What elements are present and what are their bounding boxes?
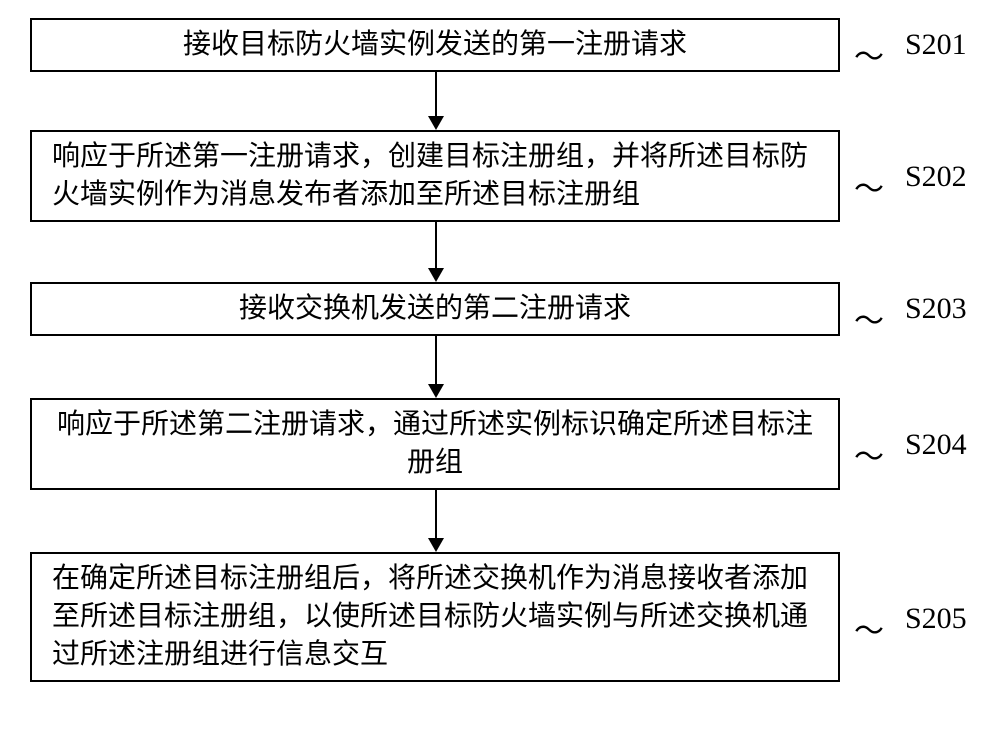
step-text: 响应于所述第一注册请求，创建目标注册组，并将所述目标防火墙实例作为消息发布者添加… <box>52 138 818 214</box>
step-text: 接收交换机发送的第二注册请求 <box>239 290 631 328</box>
arrow-line-2 <box>435 222 437 268</box>
arrow-line-3 <box>435 336 437 384</box>
step-box-s204: 响应于所述第二注册请求，通过所述实例标识确定所述目标注册组 <box>30 398 840 490</box>
arrow-head-4 <box>428 538 444 552</box>
connector-s205: 〜 <box>854 606 884 650</box>
arrow-head-3 <box>428 384 444 398</box>
step-box-s202: 响应于所述第一注册请求，创建目标注册组，并将所述目标防火墙实例作为消息发布者添加… <box>30 130 840 222</box>
flowchart-canvas: 接收目标防火墙实例发送的第一注册请求 〜 S201 响应于所述第一注册请求，创建… <box>0 0 1000 737</box>
step-box-s203: 接收交换机发送的第二注册请求 <box>30 282 840 336</box>
step-text: 接收目标防火墙实例发送的第一注册请求 <box>183 26 687 64</box>
arrow-line-4 <box>435 490 437 538</box>
arrow-line-1 <box>435 72 437 116</box>
connector-s204: 〜 <box>854 432 884 476</box>
arrow-head-1 <box>428 116 444 130</box>
connector-s203: 〜 <box>854 296 884 340</box>
connector-s202: 〜 <box>854 164 884 208</box>
step-box-s201: 接收目标防火墙实例发送的第一注册请求 <box>30 18 840 72</box>
step-text: 响应于所述第二注册请求，通过所述实例标识确定所述目标注册组 <box>52 406 818 482</box>
step-label-s203: S203 <box>905 292 967 326</box>
step-label-s202: S202 <box>905 160 967 194</box>
connector-s201: 〜 <box>854 32 884 76</box>
step-label-s205: S205 <box>905 602 967 636</box>
step-label-s204: S204 <box>905 428 967 462</box>
step-box-s205: 在确定所述目标注册组后，将所述交换机作为消息接收者添加至所述目标注册组，以使所述… <box>30 552 840 682</box>
step-label-s201: S201 <box>905 28 967 62</box>
step-text: 在确定所述目标注册组后，将所述交换机作为消息接收者添加至所述目标注册组，以使所述… <box>52 560 818 673</box>
arrow-head-2 <box>428 268 444 282</box>
